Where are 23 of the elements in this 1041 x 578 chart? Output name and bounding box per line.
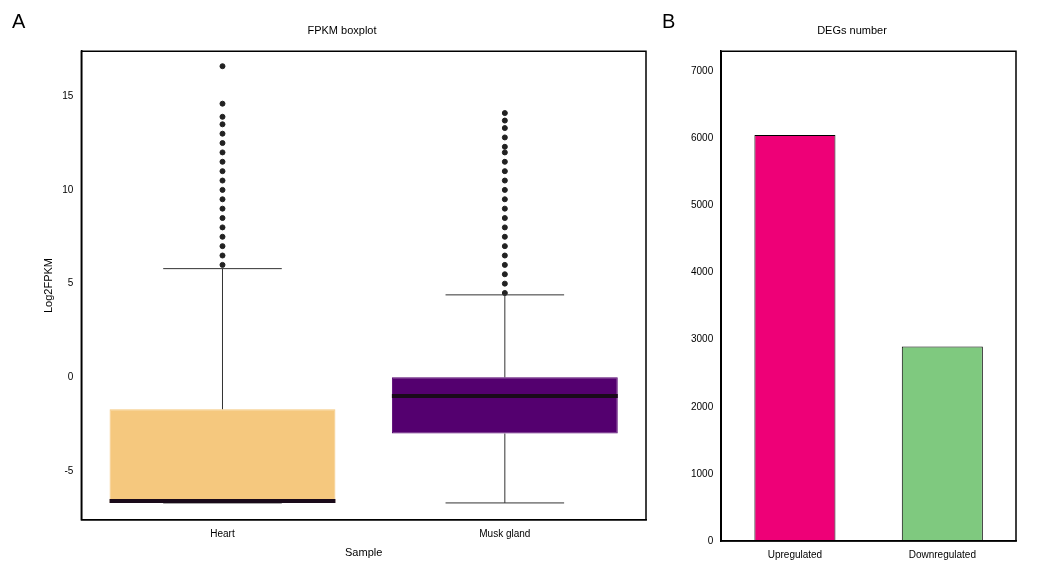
y-tick-label: 15	[62, 89, 74, 101]
chart-title: DEGs number	[817, 23, 888, 36]
y-axis-title: Log2FPKM	[41, 257, 54, 314]
x-tick-label: Heart	[210, 527, 235, 539]
text: B	[662, 9, 676, 32]
chart-title: FPKM boxplot	[307, 23, 377, 36]
y-tick-label: 7000	[691, 65, 714, 77]
y-tick-label: 0	[67, 371, 74, 383]
y-tick-label: 3000	[691, 333, 714, 345]
y-tick-label: 0	[707, 534, 714, 546]
y-tick-label: -5	[64, 464, 74, 476]
y-tick-label: 10	[62, 183, 74, 195]
y-tick-label: 5000	[691, 199, 714, 211]
y-tick-label: 2000	[691, 400, 714, 412]
x-tick-label: Downregulated	[908, 548, 976, 560]
y-tick-label: 5	[67, 277, 74, 289]
y-tick-label: 4000	[691, 266, 714, 278]
y-tick-label: 1000	[691, 467, 714, 479]
x-tick-label: Musk gland	[479, 527, 531, 539]
text: A	[12, 9, 26, 32]
y-tick-label: 6000	[691, 132, 714, 144]
x-axis-title: Sample	[345, 546, 383, 559]
x-tick-label: Upregulated	[767, 548, 823, 560]
